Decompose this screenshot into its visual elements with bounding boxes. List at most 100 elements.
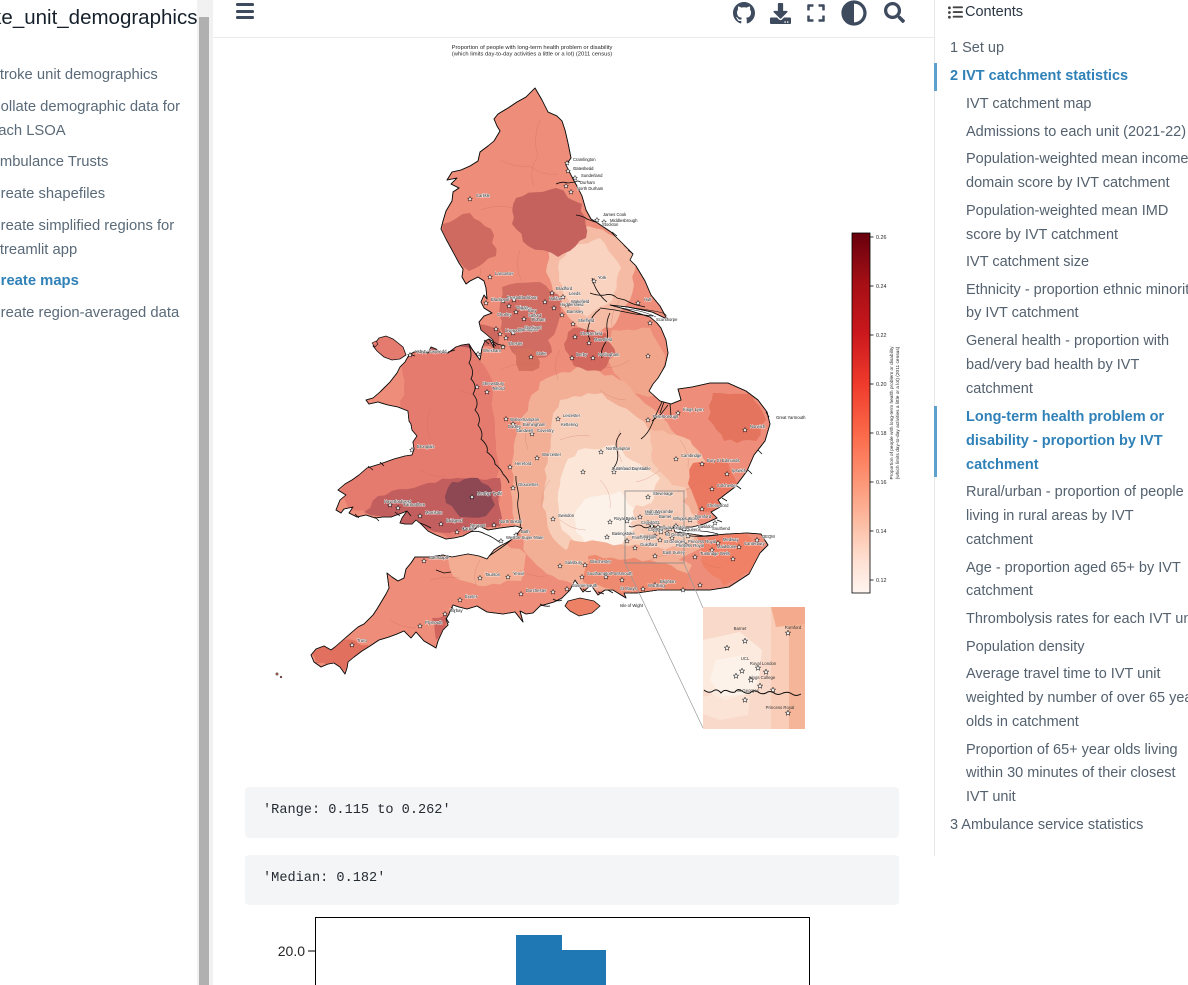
svg-text:Salisbury: Salisbury	[565, 560, 583, 565]
svg-text:Nottingham: Nottingham	[598, 352, 620, 357]
svg-text:St Georges: St Georges	[737, 688, 759, 693]
svg-text:Brighton: Brighton	[660, 579, 676, 584]
svg-text:Cardiff: Cardiff	[462, 526, 475, 531]
svg-text:Blackpool: Blackpool	[491, 297, 509, 302]
svg-text:Royal Berks: Royal Berks	[614, 516, 637, 521]
svg-text:Weston-Super-Mare: Weston-Super-Mare	[506, 535, 544, 540]
svg-text:Stockton: Stockton	[602, 222, 619, 227]
svg-text:York: York	[598, 275, 607, 280]
svg-text:St Georges: St Georges	[664, 539, 685, 544]
svg-text:Birmingham: Birmingham	[523, 422, 546, 427]
svg-text:North Bristol: North Bristol	[499, 519, 522, 524]
svg-text:Hull: Hull	[644, 297, 651, 302]
svg-text:(which limits day-to-day activ: (which limits day-to-day activities a li…	[452, 52, 612, 58]
svg-text:Barnstaple: Barnstaple	[429, 555, 450, 560]
svg-text:Gateshead: Gateshead	[573, 166, 594, 171]
svg-text:Southend: Southend	[712, 526, 731, 531]
svg-text:Sheffield: Sheffield	[578, 318, 595, 323]
svg-text:Kings Lynn: Kings Lynn	[683, 407, 704, 412]
svg-text:Carmarthen: Carmarthen	[403, 502, 426, 507]
svg-text:Chorley: Chorley	[497, 312, 512, 317]
svg-text:0.12: 0.12	[876, 578, 887, 584]
svg-text:Coventry: Coventry	[537, 428, 555, 433]
svg-text:Maidstone: Maidstone	[717, 544, 737, 549]
svg-text:East Surrey: East Surrey	[663, 550, 686, 555]
svg-text:Winchester: Winchester	[590, 559, 612, 564]
svg-text:Norwich: Norwich	[750, 424, 766, 429]
svg-text:Carlisle: Carlisle	[476, 193, 491, 198]
svg-text:Stevenage: Stevenage	[653, 491, 674, 496]
svg-text:Barnet: Barnet	[659, 514, 672, 519]
svg-text:Kingston: Kingston	[640, 534, 657, 539]
svg-text:Dorchester: Dorchester	[526, 588, 547, 593]
svg-text:Basingstoke: Basingstoke	[612, 531, 635, 536]
svg-text:Stockport: Stockport	[524, 325, 543, 330]
svg-text:Leicester: Leicester	[563, 413, 581, 418]
svg-text:Tunbridge Wells: Tunbridge Wells	[700, 551, 730, 556]
svg-text:(which limits day-to-day activ: (which limits day-to-day activities a li…	[895, 346, 901, 479]
svg-text:Peterborough: Peterborough	[653, 414, 679, 419]
svg-text:0.16: 0.16	[876, 480, 887, 486]
svg-text:Watford: Watford	[645, 511, 660, 516]
svg-text:Bury: Bury	[528, 308, 538, 313]
svg-text:Wolverhampton: Wolverhampton	[510, 417, 540, 422]
svg-text:Hereford: Hereford	[515, 461, 532, 466]
svg-text:Scunthorpe: Scunthorpe	[656, 317, 678, 322]
svg-text:Canterbury: Canterbury	[744, 541, 766, 546]
svg-text:Mansfield: Mansfield	[594, 337, 613, 342]
svg-text:Luton and Dunstable: Luton and Dunstable	[612, 466, 651, 471]
svg-text:High Wycombe: High Wycombe	[645, 509, 674, 514]
svg-text:Croydon: Croydon	[641, 520, 657, 525]
svg-text:Milton Keynes: Milton Keynes	[619, 466, 645, 471]
svg-text:Barnsley: Barnsley	[567, 309, 584, 314]
svg-text:Ipswich: Ipswich	[732, 468, 747, 473]
svg-text:Bath: Bath	[521, 529, 530, 534]
svg-text:20.0: 20.0	[278, 943, 305, 959]
svg-text:Halifax: Halifax	[549, 296, 563, 301]
svg-text:Kettering: Kettering	[561, 422, 578, 427]
svg-text:Haverfordwest: Haverfordwest	[384, 499, 412, 504]
svg-text:Chester: Chester	[508, 341, 523, 346]
svg-text:Portsmouth: Portsmouth	[611, 571, 633, 576]
svg-text:Northampton: Northampton	[606, 446, 631, 451]
svg-text:Princess Royal: Princess Royal	[688, 539, 716, 544]
svg-text:Newcastle: Newcastle	[574, 166, 594, 171]
svg-text:Medway: Medway	[723, 537, 739, 542]
svg-text:Gloucester: Gloucester	[518, 482, 539, 487]
svg-text:Basildon: Basildon	[698, 524, 715, 529]
svg-text:UCL: UCL	[741, 656, 750, 661]
svg-text:Sunderland: Sunderland	[581, 173, 603, 178]
svg-text:Shrewsbury: Shrewsbury	[482, 381, 505, 386]
svg-text:Chesterfield: Chesterfield	[580, 331, 603, 336]
svg-text:Ysbyty Gwynedd: Ysbyty Gwynedd	[415, 349, 447, 354]
svg-text:Morriston: Morriston	[425, 510, 443, 515]
svg-text:Whipps Cross: Whipps Cross	[673, 516, 699, 521]
svg-text:Worcester: Worcester	[542, 452, 562, 457]
svg-text:Warrington: Warrington	[518, 327, 539, 332]
svg-text:Great Yarmouth: Great Yarmouth	[776, 415, 806, 420]
svg-text:Worthing: Worthing	[648, 583, 665, 588]
svg-text:Truro: Truro	[357, 638, 368, 643]
svg-text:Proportion of people with long: Proportion of people with long-term heal…	[452, 45, 613, 51]
svg-text:Bronglais: Bronglais	[417, 444, 434, 449]
svg-text:0.18: 0.18	[876, 431, 887, 437]
svg-text:St Georges: St Georges	[666, 532, 687, 537]
svg-text:Cambridge: Cambridge	[681, 453, 702, 458]
svg-text:Torbay: Torbay	[450, 608, 463, 613]
svg-text:Proportion of people with long: Proportion of people with long-term heal…	[889, 346, 895, 480]
svg-text:Stoke: Stoke	[536, 351, 547, 356]
svg-text:Liverpool: Liverpool	[505, 328, 522, 333]
svg-text:Barnet: Barnet	[734, 626, 747, 631]
svg-text:Queens: Queens	[686, 527, 701, 532]
svg-text:0.20: 0.20	[876, 382, 887, 388]
svg-text:Swindon: Swindon	[558, 513, 575, 518]
svg-text:Yeovil: Yeovil	[513, 571, 524, 576]
svg-text:Chelmsford: Chelmsford	[707, 503, 729, 508]
svg-text:Telford: Telford	[492, 386, 505, 391]
svg-text:0.24: 0.24	[876, 284, 887, 290]
svg-text:Huddersfield: Huddersfield	[560, 302, 584, 307]
svg-text:James Cook: James Cook	[603, 212, 627, 217]
svg-text:Kings College: Kings College	[749, 675, 776, 680]
svg-text:Royal London: Royal London	[750, 661, 777, 666]
svg-text:Leeds: Leeds	[569, 291, 580, 296]
